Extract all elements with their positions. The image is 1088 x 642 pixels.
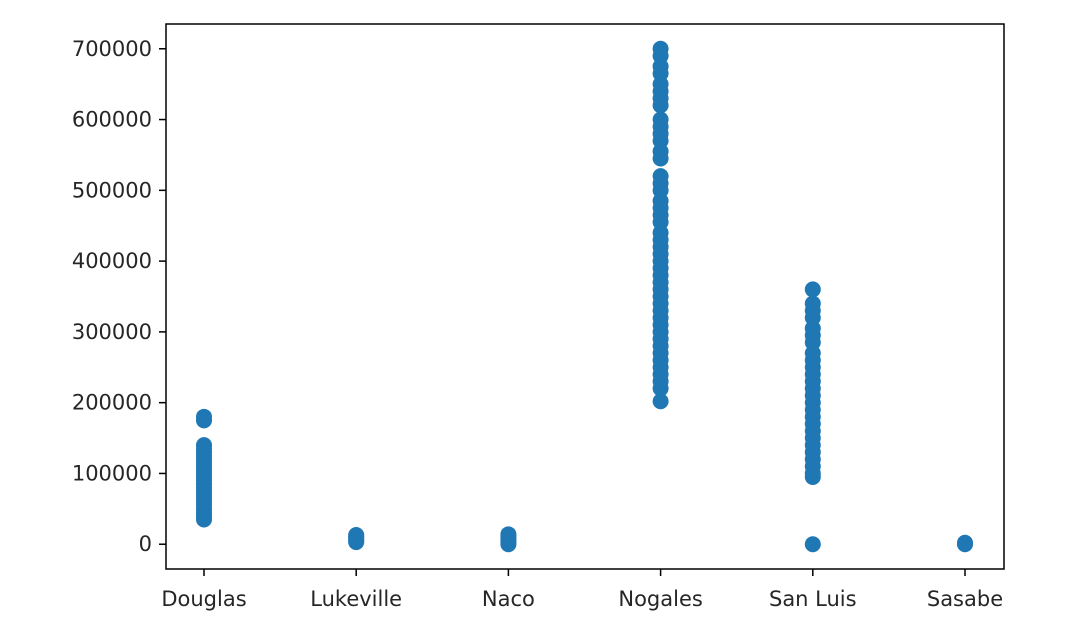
x-tick-label-san-luis: San Luis <box>769 587 857 611</box>
data-point-sasabe-2 <box>957 534 973 551</box>
data-point-douglas-23 <box>196 408 212 425</box>
y-tick-label: 400000 <box>72 249 152 273</box>
data-point-nogales-44 <box>652 40 669 57</box>
x-tick-label-nogales: Nogales <box>618 587 702 611</box>
y-tick-label: 300000 <box>72 320 152 344</box>
data-point-nogales-30 <box>652 168 669 185</box>
y-tick-label: 500000 <box>72 178 152 202</box>
x-tick-label-lukeville: Lukeville <box>310 587 402 611</box>
plot-background <box>166 24 1004 569</box>
data-point-nogales-0 <box>652 393 669 410</box>
y-tick-label: 100000 <box>72 461 152 485</box>
x-tick-label-naco: Naco <box>482 587 535 611</box>
x-tick-label-sasabe: Sasabe <box>927 587 1003 611</box>
x-axis: Douglas Lukeville Naco Nogales San Luis Sasab… <box>161 569 1003 611</box>
data-point-lukeville-5 <box>348 527 365 544</box>
y-tick-label: 600000 <box>72 108 152 132</box>
axes-frame <box>165 23 1005 570</box>
y-tick-label: 200000 <box>72 391 152 415</box>
data-point-nogales-36 <box>652 111 669 128</box>
y-axis: 0 100000 200000 300000 400000 500000 600000 700… <box>72 37 166 556</box>
data-point-naco-5 <box>500 526 517 543</box>
points-layer <box>196 40 973 553</box>
data-point-douglas-21 <box>196 437 212 454</box>
data-point-san-luis-26 <box>804 281 821 298</box>
data-point-san-luis-0 <box>804 536 821 553</box>
x-tick-label-douglas: Douglas <box>161 587 246 611</box>
y-tick-label: 700000 <box>72 37 152 61</box>
data-point-san-luis-25 <box>804 295 821 312</box>
y-tick-label: 0 <box>139 532 152 556</box>
